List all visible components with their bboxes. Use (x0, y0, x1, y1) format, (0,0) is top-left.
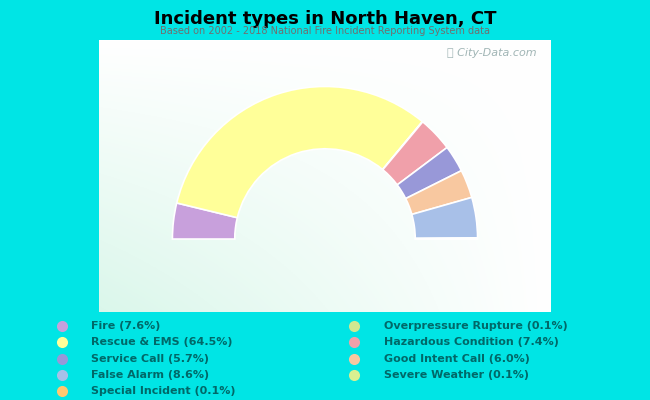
Text: Overpressure Rupture (0.1%): Overpressure Rupture (0.1%) (384, 321, 567, 331)
Text: Incident types in North Haven, CT: Incident types in North Haven, CT (154, 10, 496, 28)
Wedge shape (415, 238, 478, 239)
Text: False Alarm (8.6%): False Alarm (8.6%) (91, 370, 209, 380)
Text: Rescue & EMS (64.5%): Rescue & EMS (64.5%) (91, 337, 233, 347)
Text: Hazardous Condition (7.4%): Hazardous Condition (7.4%) (384, 337, 558, 347)
Wedge shape (383, 122, 422, 170)
Wedge shape (383, 122, 447, 185)
Wedge shape (415, 238, 478, 239)
Text: Based on 2002 - 2018 National Fire Incident Reporting System data: Based on 2002 - 2018 National Fire Incid… (160, 26, 490, 36)
Wedge shape (397, 148, 461, 199)
Text: Service Call (5.7%): Service Call (5.7%) (91, 354, 209, 364)
Text: Fire (7.6%): Fire (7.6%) (91, 321, 161, 331)
Wedge shape (177, 86, 422, 218)
Text: Special Incident (0.1%): Special Incident (0.1%) (91, 386, 235, 396)
Text: Good Intent Call (6.0%): Good Intent Call (6.0%) (384, 354, 529, 364)
Text: ⓘ City-Data.com: ⓘ City-Data.com (447, 48, 537, 58)
Text: Severe Weather (0.1%): Severe Weather (0.1%) (384, 370, 528, 380)
Wedge shape (412, 198, 478, 238)
Wedge shape (406, 171, 472, 214)
Wedge shape (172, 203, 237, 239)
